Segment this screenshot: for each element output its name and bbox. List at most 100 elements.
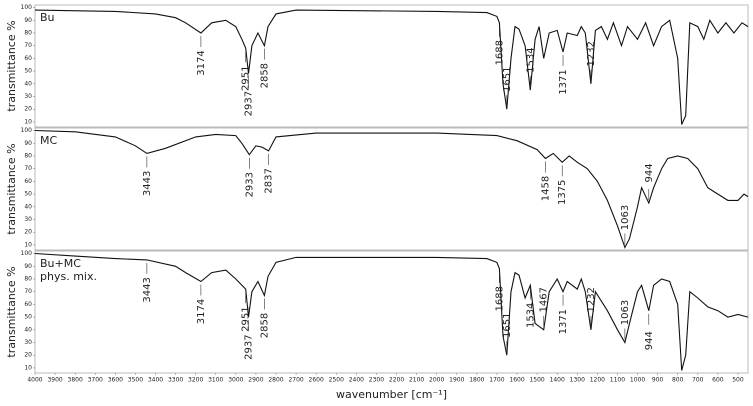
y-tick-label: 70 <box>24 42 32 49</box>
peak-label: 2951 <box>241 65 252 90</box>
peak-label: 1467 <box>539 287 550 312</box>
x-tick-label: 2300 <box>369 377 384 384</box>
x-tick-label: 2900 <box>248 377 263 384</box>
x-tick-label: 3700 <box>88 377 103 384</box>
x-tick-label: 2800 <box>268 377 283 384</box>
peak-label: 1688 <box>494 286 505 311</box>
x-tick-label: 2100 <box>409 377 424 384</box>
y-tick-label: 40 <box>24 80 32 87</box>
x-tick-label: 2000 <box>429 377 444 384</box>
series-name: Bu <box>40 11 55 24</box>
peak-label: 2951 <box>241 306 252 331</box>
y-axis-label: transmittance % <box>5 143 18 234</box>
x-tick-label: 3200 <box>188 377 203 384</box>
x-tick-label: 1300 <box>570 377 585 384</box>
peak-label: 1232 <box>586 287 597 312</box>
peak-label: 944 <box>644 163 655 182</box>
spectrum-line <box>34 9 749 125</box>
peak-label: 1534 <box>525 303 536 328</box>
y-tick-label: 60 <box>24 301 32 308</box>
y-tick-label: 10 <box>24 241 32 248</box>
y-tick-label: 90 <box>24 140 32 147</box>
x-tick-label: 2400 <box>349 377 364 384</box>
y-tick-label: 10 <box>24 118 32 125</box>
x-tick-label: 1600 <box>509 377 524 384</box>
peak-label: 2858 <box>259 313 270 338</box>
y-tick-label: 30 <box>24 216 32 223</box>
peak-label: 3174 <box>196 299 207 324</box>
y-tick-label: 60 <box>24 178 32 185</box>
x-tick-label: 3100 <box>208 377 223 384</box>
x-tick-label: 3900 <box>47 377 62 384</box>
y-tick-label: 30 <box>24 93 32 100</box>
x-tick-label: 500 <box>732 377 744 384</box>
y-tick-label: 20 <box>24 229 32 236</box>
peak-label: 1063 <box>620 205 631 230</box>
y-tick-label: 90 <box>24 263 32 270</box>
peak-label: 1651 <box>502 312 513 337</box>
y-tick-label: 80 <box>24 275 32 282</box>
panel-frame <box>34 4 749 128</box>
y-tick-label: 60 <box>24 55 32 62</box>
y-tick-label: 50 <box>24 68 32 75</box>
peak-label: 1371 <box>558 309 569 334</box>
x-tick-label: 600 <box>712 377 724 384</box>
y-tick-label: 30 <box>24 339 32 346</box>
peak-label: 2937 <box>243 91 254 116</box>
x-tick-label: 1500 <box>529 377 544 384</box>
x-tick-label: 3500 <box>128 377 143 384</box>
x-tick-label: 2200 <box>389 377 404 384</box>
peak-label: 3443 <box>142 171 153 196</box>
peak-label: 944 <box>644 331 655 350</box>
spectrum-line <box>34 252 749 371</box>
peak-label: 3443 <box>142 277 153 302</box>
series-name: MC <box>40 134 58 147</box>
x-tick-label: 1400 <box>550 377 565 384</box>
peak-label: 1458 <box>541 176 552 201</box>
x-tick-label: 800 <box>672 377 684 384</box>
y-axis-label: transmittance % <box>5 20 18 111</box>
x-tick-label: 2500 <box>329 377 344 384</box>
peak-label: 1063 <box>620 300 631 325</box>
y-tick-label: 40 <box>24 203 32 210</box>
x-tick-label: 2600 <box>309 377 324 384</box>
peak-label: 1371 <box>558 69 569 94</box>
panel-frame <box>34 250 749 374</box>
x-tick-label: 1200 <box>590 377 605 384</box>
y-tick-label: 100 <box>21 127 33 134</box>
panel-frame <box>34 127 749 251</box>
x-tick-label: 900 <box>652 377 664 384</box>
peak-label: 1375 <box>557 180 568 205</box>
x-axis-label: wavenumber [cm⁻¹] <box>336 388 447 401</box>
y-tick-label: 100 <box>21 250 33 257</box>
y-tick-label: 90 <box>24 17 32 24</box>
peak-label: 2933 <box>244 172 255 197</box>
peak-label: 2937 <box>243 334 254 359</box>
x-tick-label: 1000 <box>630 377 645 384</box>
y-tick-label: 100 <box>21 4 33 11</box>
y-tick-label: 20 <box>24 352 32 359</box>
x-tick-label: 4000 <box>27 377 42 384</box>
y-tick-label: 20 <box>24 106 32 113</box>
x-tick-label: 1900 <box>449 377 464 384</box>
y-axis-label: transmittance % <box>5 266 18 357</box>
peak-label: 1534 <box>525 47 536 72</box>
x-tick-label: 3600 <box>108 377 123 384</box>
x-tick-label: 1100 <box>610 377 625 384</box>
peak-label: 3174 <box>196 50 207 75</box>
y-tick-label: 80 <box>24 29 32 36</box>
x-tick-label: 3300 <box>168 377 183 384</box>
y-tick-label: 80 <box>24 152 32 159</box>
x-tick-label: 3400 <box>148 377 163 384</box>
series-name: Bu+MC phys. mix. <box>40 257 97 283</box>
y-tick-label: 50 <box>24 191 32 198</box>
y-tick-label: 10 <box>24 364 32 371</box>
peak-label: 1651 <box>502 66 513 91</box>
spectrum-line <box>34 129 749 249</box>
peak-label: 1232 <box>586 41 597 66</box>
x-tick-label: 1700 <box>489 377 504 384</box>
x-tick-label: 2700 <box>288 377 303 384</box>
y-tick-label: 70 <box>24 165 32 172</box>
